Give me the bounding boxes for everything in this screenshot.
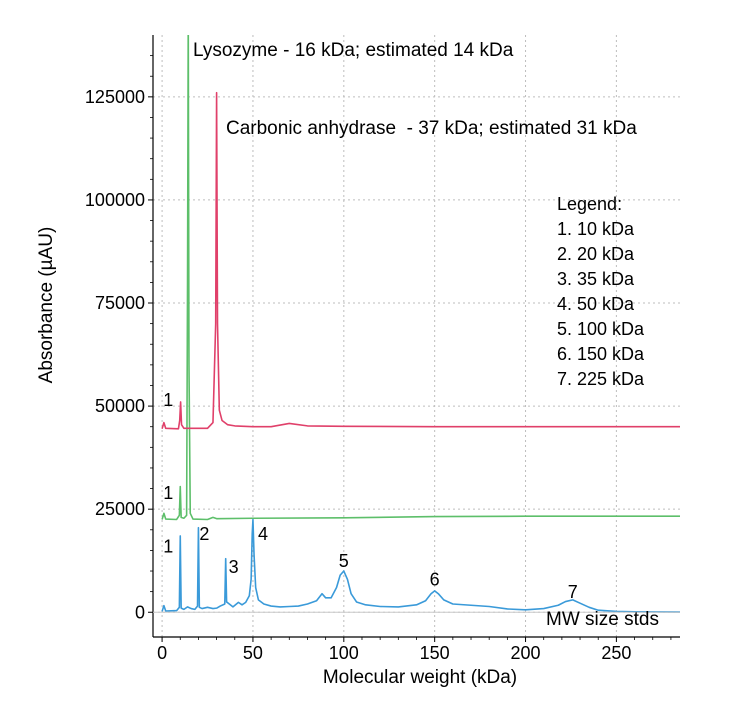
y-tick-label: 25000 [95, 499, 145, 519]
y-axis-title: Absorbance (µAU) [36, 227, 57, 384]
grid-lines [153, 35, 680, 637]
peak-number-label: 1 [163, 390, 173, 410]
peak-number-label: 5 [339, 551, 349, 571]
annotation-carbonic-anhydrase: Carbonic anhydrase - 37 kDa; estimated 3… [226, 118, 637, 139]
x-tick-label: 50 [243, 643, 263, 663]
peak-number-label: 6 [430, 569, 440, 589]
y-tick-label: 125000 [85, 87, 145, 107]
peak-number-label: 4 [258, 524, 268, 544]
y-tick-label: 75000 [95, 293, 145, 313]
annotation-mw-size-stds: MW size stds [546, 609, 659, 630]
legend-item: 7. 225 kDa [557, 369, 645, 389]
series-trace-2 [161, 91, 680, 430]
peak-number-label: 1 [163, 536, 173, 556]
legend-item: 4. 50 kDa [557, 294, 635, 314]
peak-number-label: 3 [229, 557, 239, 577]
peak-number-label: 2 [199, 524, 209, 544]
x-axis-title: Molecular weight (kDa) [323, 667, 517, 688]
x-tick-label: 0 [157, 643, 167, 663]
x-tick-label: 250 [601, 643, 631, 663]
legend-title: Legend: [557, 194, 622, 214]
peak-labels: 1 1 1 234 5 6 7 [163, 390, 578, 602]
y-tick-label: 50000 [95, 396, 145, 416]
series-traces [153, 35, 680, 613]
y-tick-label: 0 [135, 602, 145, 622]
peak-number-label: 7 [568, 582, 578, 602]
series-trace-1 [161, 35, 680, 521]
legend-item: 2. 20 kDa [557, 244, 635, 264]
x-tick-label: 150 [420, 643, 450, 663]
legend-item: 3. 35 kDa [557, 269, 635, 289]
x-tick-label: 100 [329, 643, 359, 663]
legend-item: 6. 150 kDa [557, 344, 645, 364]
x-tick-label: 200 [511, 643, 541, 663]
legend-box: Legend: 1. 10 kDa 2. 20 kDa 3. 35 kDa 4.… [557, 194, 645, 389]
peak-number-label: 1 [163, 483, 173, 503]
y-tick-label: 100000 [85, 190, 145, 210]
axes: 0 50 100 150 200 2500250005000075000100000125… [85, 35, 680, 663]
legend-item: 1. 10 kDa [557, 219, 635, 239]
legend-item: 5. 100 kDa [557, 319, 645, 339]
series-trace-0 [161, 518, 680, 613]
annotation-lysozyme: Lysozyme - 16 kDa; estimated 14 kDa [193, 40, 514, 61]
